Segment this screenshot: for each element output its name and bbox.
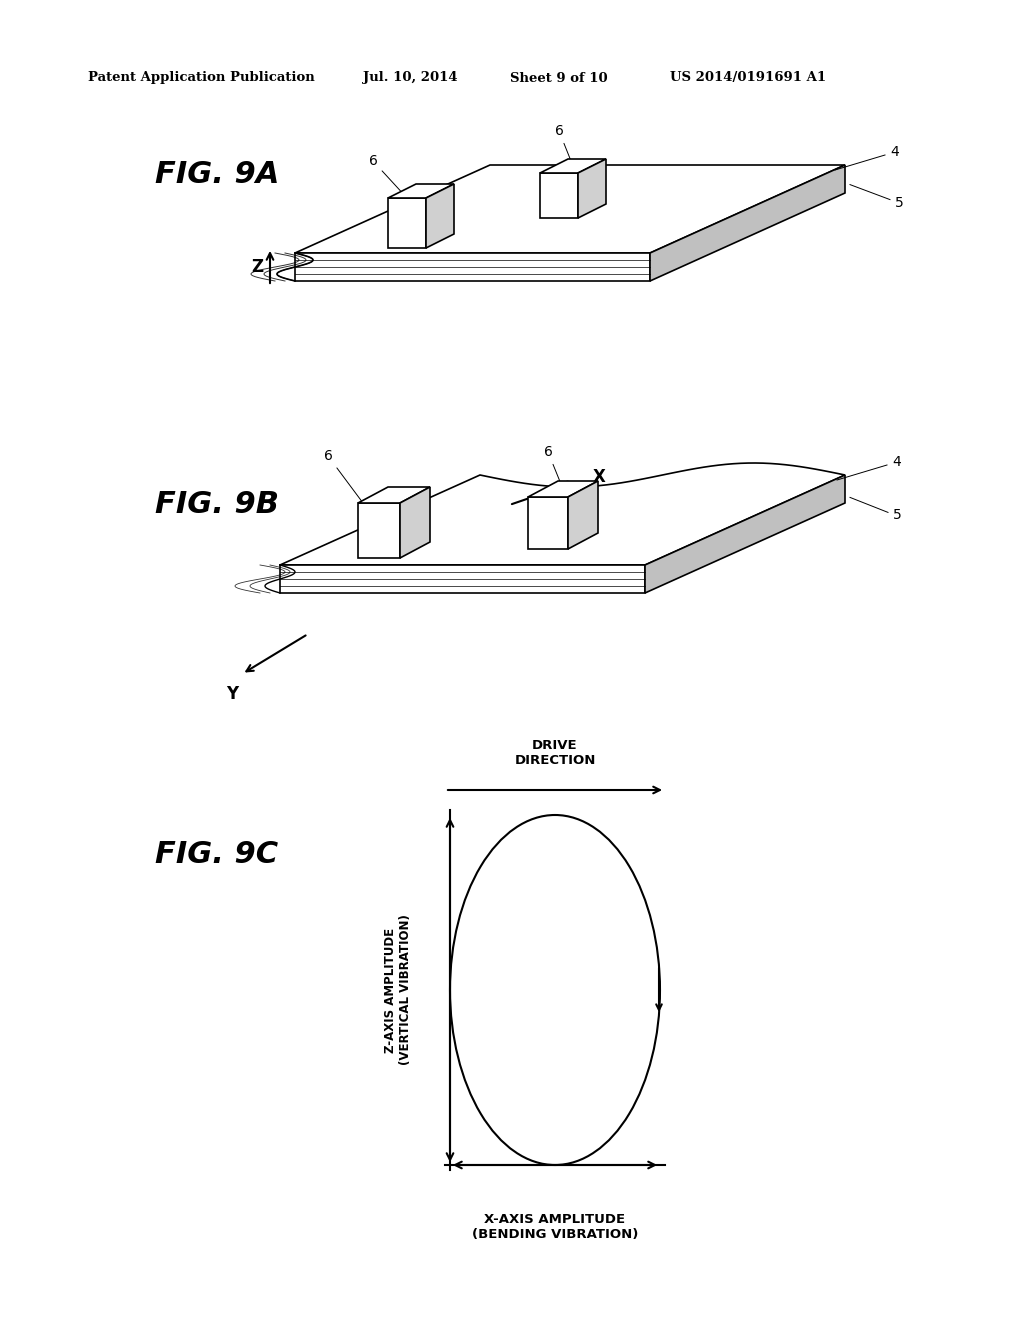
Polygon shape — [568, 480, 598, 549]
Text: FIG. 9C: FIG. 9C — [155, 840, 279, 869]
Polygon shape — [540, 173, 578, 218]
Polygon shape — [645, 475, 845, 593]
Text: Sheet 9 of 10: Sheet 9 of 10 — [510, 71, 607, 84]
Polygon shape — [426, 183, 454, 248]
Polygon shape — [540, 158, 606, 173]
Text: US 2014/0191691 A1: US 2014/0191691 A1 — [670, 71, 826, 84]
Text: X: X — [592, 469, 605, 486]
Text: Z-AXIS AMPLITUDE
(VERTICAL VIBRATION): Z-AXIS AMPLITUDE (VERTICAL VIBRATION) — [384, 915, 412, 1065]
Text: 4: 4 — [890, 145, 899, 158]
Polygon shape — [295, 253, 650, 281]
Polygon shape — [295, 165, 845, 253]
Text: 4: 4 — [892, 455, 901, 469]
Polygon shape — [650, 165, 845, 281]
Text: Jul. 10, 2014: Jul. 10, 2014 — [362, 71, 458, 84]
Polygon shape — [388, 183, 454, 198]
Polygon shape — [280, 463, 845, 565]
Text: 6: 6 — [555, 124, 572, 164]
Polygon shape — [400, 487, 430, 558]
Text: Patent Application Publication: Patent Application Publication — [88, 71, 314, 84]
Text: 6: 6 — [544, 445, 562, 487]
Text: DRIVE
DIRECTION: DRIVE DIRECTION — [514, 739, 596, 767]
Polygon shape — [578, 158, 606, 218]
Polygon shape — [528, 498, 568, 549]
Text: Y: Y — [226, 685, 238, 704]
Polygon shape — [528, 480, 598, 498]
Text: 6: 6 — [369, 154, 406, 195]
Text: 5: 5 — [893, 508, 902, 523]
Text: Z: Z — [251, 257, 263, 276]
Text: FIG. 9B: FIG. 9B — [155, 490, 279, 519]
Polygon shape — [388, 198, 426, 248]
Polygon shape — [280, 565, 645, 593]
Text: X-AXIS AMPLITUDE
(BENDING VIBRATION): X-AXIS AMPLITUDE (BENDING VIBRATION) — [472, 1213, 638, 1241]
Text: 6: 6 — [324, 449, 361, 500]
Text: 5: 5 — [895, 195, 904, 210]
Text: FIG. 9A: FIG. 9A — [155, 160, 280, 189]
Polygon shape — [358, 503, 400, 558]
Polygon shape — [358, 487, 430, 503]
